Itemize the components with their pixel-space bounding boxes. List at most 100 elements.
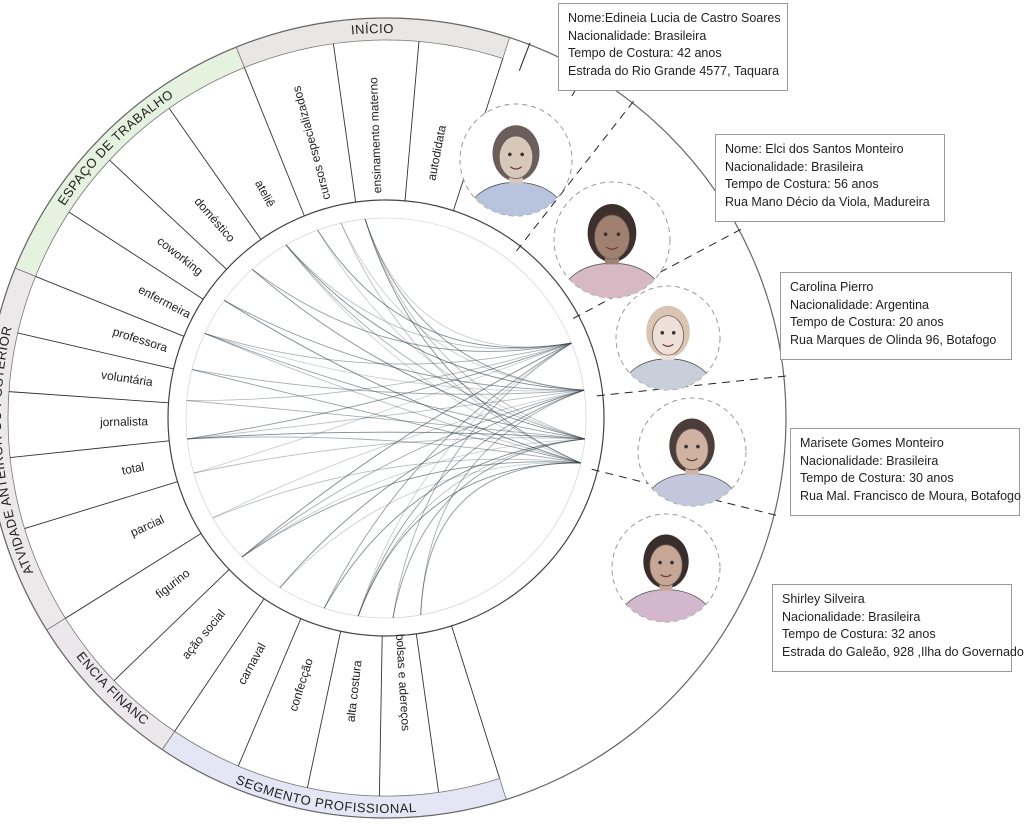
portrait-eye	[684, 444, 688, 449]
portrait-face	[594, 214, 630, 260]
portrait-eye	[658, 560, 662, 565]
segment-label: alta costura	[344, 659, 365, 723]
connection-line	[193, 342, 572, 474]
portrait-face	[652, 315, 685, 356]
connection-line	[317, 229, 572, 349]
info-address: Estrada do Rio Grande 4577, Taquara	[568, 63, 780, 78]
band-label-inicio: INÍCIO	[350, 21, 394, 38]
portrait-marisete	[637, 397, 747, 507]
connection-line	[340, 222, 585, 391]
portrait-mouth	[510, 166, 522, 170]
info-time: Tempo de Costura: 42 anos	[568, 46, 722, 60]
portraits	[459, 103, 747, 623]
segment-divider	[404, 41, 420, 201]
segment-divider	[378, 635, 383, 796]
segment-label: cursos especializados	[289, 84, 333, 201]
info-time: Tempo de Costura: 30 anos	[800, 471, 954, 485]
segment-divider	[35, 275, 185, 337]
band-label-text: POTENCIA FINANCEIRA	[0, 0, 151, 728]
info-nationality: Nacionalidade: Brasileira	[782, 609, 921, 624]
connection-line	[204, 333, 585, 440]
portrait-mouth	[660, 573, 672, 578]
band-label-espaco: ESPAÇO DE TRABALHO	[55, 87, 176, 208]
segment-divider	[243, 67, 305, 217]
segment-label: autodidata	[424, 124, 449, 182]
segment-divider	[451, 625, 501, 779]
connection-line	[204, 333, 581, 464]
dashed-separator	[591, 468, 780, 517]
info-name: Carolina Pierro	[790, 280, 874, 294]
info-time: Tempo de Costura: 20 anos	[790, 315, 944, 329]
info-box-shirley: Shirley Silveira Nacionalidade: Brasilei…	[772, 584, 1024, 672]
segment-divider	[168, 108, 262, 240]
segment-label: jornalista	[99, 414, 149, 429]
segment-divider	[8, 391, 169, 404]
segment-divider	[65, 533, 202, 619]
info-nationality: Nacionalidade: Brasileira	[800, 453, 939, 468]
segment-label: doméstico	[192, 194, 239, 245]
connection-line	[191, 369, 581, 464]
portrait-shoulders	[619, 589, 713, 622]
connection-line	[187, 342, 572, 440]
portrait-elci	[553, 181, 671, 299]
dashed-separator	[596, 375, 789, 397]
segment-divider	[113, 569, 230, 681]
connection-line	[340, 222, 582, 464]
connection-line	[186, 342, 572, 402]
band-label-text: ESPAÇO DE TRABALHO	[55, 87, 176, 208]
info-name: Nome: Elci dos Santos Monteiro	[725, 142, 904, 156]
info-time: Tempo de Costura: 56 anos	[725, 177, 879, 191]
chord-area	[185, 217, 587, 619]
segment-divider	[174, 598, 265, 732]
segment-label: confecção	[286, 656, 316, 713]
info-address: Estrada do Galeão, 928 ,Ilha do Governad…	[782, 644, 1024, 659]
portrait-face	[675, 428, 709, 471]
segment-label: ensinamento materno	[366, 77, 384, 194]
portrait-illustration	[645, 418, 739, 506]
connection-line	[364, 218, 572, 348]
segment-label: parcial	[128, 512, 166, 539]
info-name: Shirley Silveira	[782, 592, 865, 606]
info-box-elci: Nome: Elci dos Santos Monteiro Nacionali…	[715, 134, 945, 222]
info-time: Tempo de Costura: 32 anos	[782, 627, 936, 641]
info-nationality: Nacionalidade: Brasileira	[568, 28, 707, 43]
portrait-illustration	[619, 534, 713, 622]
connection-line	[364, 218, 586, 440]
segment-label: professora	[111, 324, 170, 354]
band-label-text: INÍCIO	[350, 21, 393, 38]
connection-line	[279, 462, 581, 588]
connection-line	[187, 436, 581, 464]
dashed-separator	[572, 227, 744, 319]
portrait-mouth	[662, 343, 674, 347]
portrait-carolina	[615, 285, 721, 391]
connection-line	[241, 389, 585, 558]
segment-divider	[24, 481, 178, 529]
segment-divider	[415, 633, 440, 793]
connection-line	[317, 229, 586, 440]
portrait-illustration	[562, 204, 662, 298]
segment-divider	[332, 43, 357, 203]
segment-label: ação social	[179, 607, 228, 662]
segment-divider	[10, 440, 170, 458]
info-address: Rua Mano Décio da Viola, Madureira	[725, 194, 930, 209]
connection-line	[285, 244, 585, 391]
segment-label: coworking	[154, 234, 205, 278]
info-nationality: Nacionalidade: Brasileira	[725, 159, 864, 174]
portrait-eye	[520, 152, 524, 157]
portrait-illustration	[623, 305, 713, 390]
segment-divider	[306, 631, 342, 788]
connection-line	[279, 389, 585, 588]
connection-line	[251, 269, 586, 440]
portrait-shirley	[611, 513, 721, 623]
connection-line	[186, 400, 585, 440]
connection-line	[241, 461, 581, 558]
portrait-eye	[660, 331, 665, 335]
connection-line	[212, 458, 581, 519]
segment-label: total	[121, 460, 146, 478]
connection-line	[187, 431, 585, 440]
connection-line	[323, 438, 585, 609]
portrait-shoulders	[467, 181, 564, 216]
connection-lines	[186, 218, 586, 618]
segment-divider	[237, 618, 302, 767]
